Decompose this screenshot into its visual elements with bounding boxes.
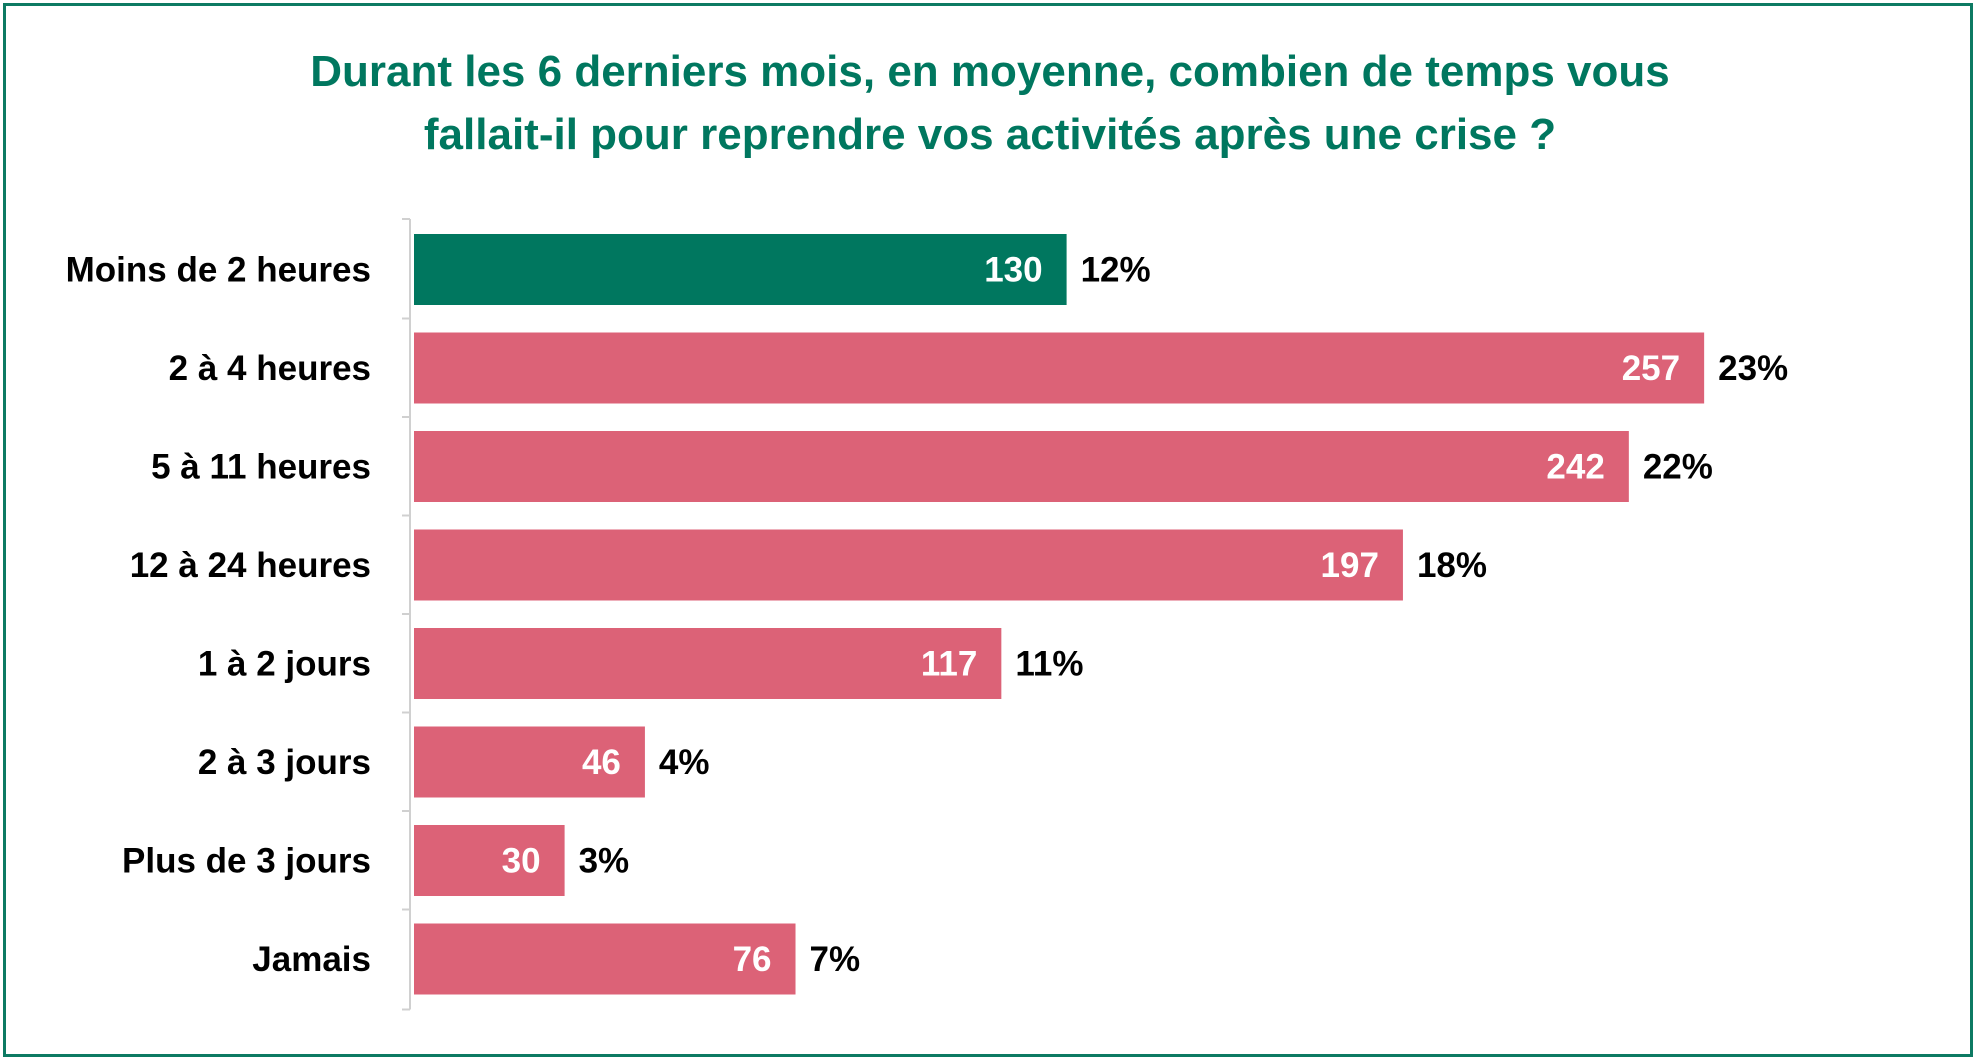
category-label: 2 à 3 jours <box>198 743 371 782</box>
bar <box>414 825 565 896</box>
category-label: 5 à 11 heures <box>151 448 371 487</box>
category-label: 1 à 2 jours <box>198 645 371 684</box>
value-label: 242 <box>1546 448 1604 487</box>
percent-label: 12% <box>1081 251 1151 290</box>
category-label: Moins de 2 heures <box>66 251 371 290</box>
bar <box>414 529 1403 601</box>
value-label: 130 <box>984 251 1042 290</box>
percent-label: 18% <box>1417 546 1487 585</box>
category-label: 12 à 24 heures <box>130 546 371 585</box>
value-label: 197 <box>1321 546 1379 585</box>
chart-title: Durant les 6 derniers mois, en moyenne, … <box>0 40 1980 166</box>
title-line-1: Durant les 6 derniers mois, en moyenne, … <box>310 47 1670 96</box>
bar <box>414 923 796 995</box>
percent-label: 3% <box>579 842 630 881</box>
bar <box>414 726 645 798</box>
value-label: 117 <box>921 645 977 684</box>
percent-label: 4% <box>659 743 710 782</box>
percent-label: 7% <box>810 940 861 979</box>
value-label: 46 <box>582 743 621 782</box>
category-label: Jamais <box>252 940 371 979</box>
bar <box>414 628 1002 699</box>
bar <box>414 332 1705 404</box>
title-line-2: fallait-il pour reprendre vos activités … <box>423 110 1557 159</box>
bar <box>414 431 1629 502</box>
chart-frame <box>3 3 1973 1057</box>
percent-label: 22% <box>1643 448 1713 487</box>
percent-label: 11% <box>1015 645 1083 684</box>
bar <box>414 234 1067 305</box>
category-label: Plus de 3 jours <box>122 842 371 881</box>
value-label: 76 <box>733 940 772 979</box>
value-label: 257 <box>1622 349 1680 388</box>
category-label: 2 à 4 heures <box>169 349 371 388</box>
percent-label: 23% <box>1718 349 1788 388</box>
value-label: 30 <box>502 842 541 881</box>
